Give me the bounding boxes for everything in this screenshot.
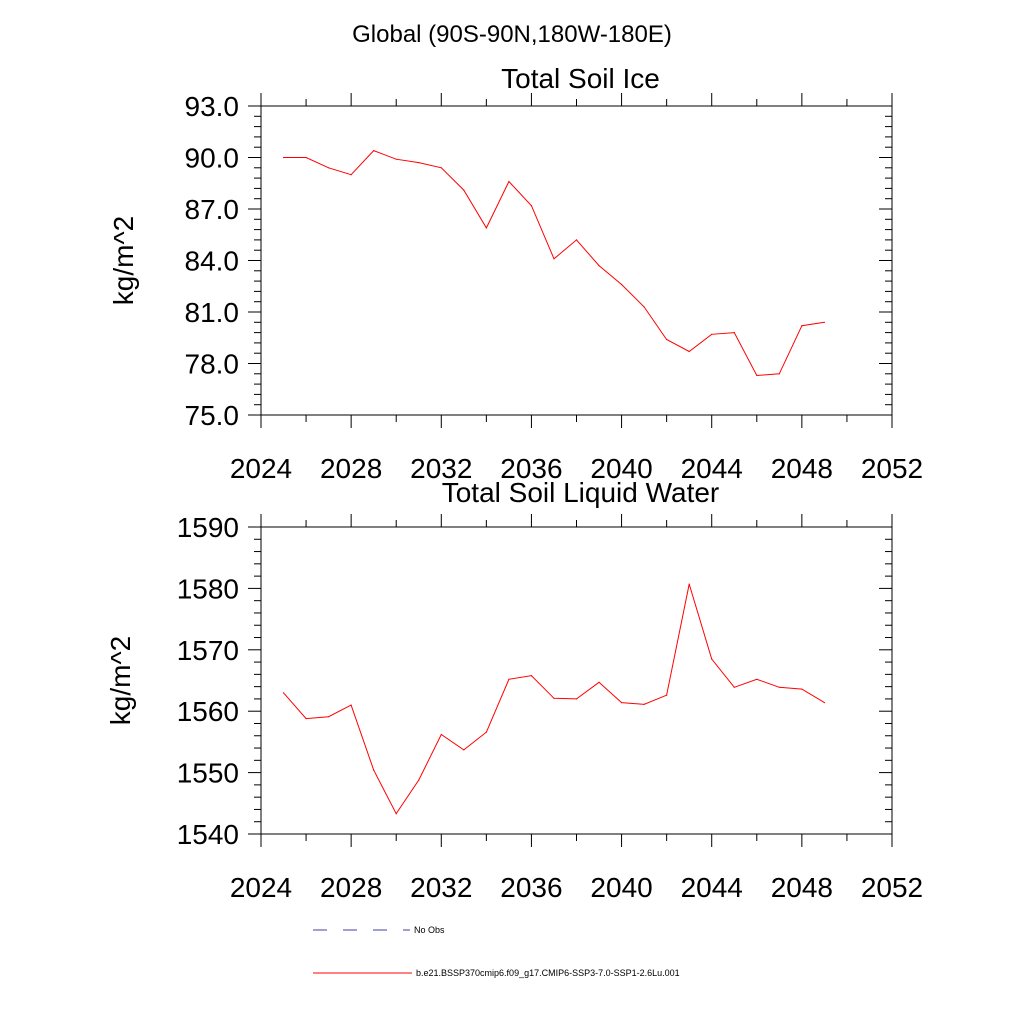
- data-point: [733, 332, 735, 334]
- page-title: Global (90S-90N,180W-180E): [352, 21, 672, 48]
- data-point: [485, 731, 487, 733]
- data-point: [350, 174, 352, 176]
- data-point: [328, 167, 330, 169]
- x-tick-label: 2048: [771, 872, 833, 903]
- legend-model-label: b.e21.BSSP370cmip6.f09_g17.CMIP6-SSP3-7.…: [416, 968, 680, 978]
- data-point: [643, 306, 645, 308]
- data-point: [508, 180, 510, 183]
- data-point: [666, 338, 668, 341]
- data-point: [305, 156, 307, 159]
- data-point: [801, 688, 803, 690]
- x-tick-label: 2028: [320, 453, 382, 484]
- data-point: [395, 158, 397, 160]
- x-tick-label: 2028: [320, 872, 382, 903]
- x-tick-label: 2040: [590, 453, 652, 484]
- y-tick-label: 90.0: [185, 143, 240, 174]
- x-tick-label: 2044: [681, 453, 743, 484]
- data-point: [621, 283, 623, 286]
- data-point: [463, 749, 465, 751]
- data-point: [778, 686, 780, 688]
- data-point: [711, 333, 713, 335]
- data-point: [643, 703, 645, 706]
- y-tick-label: 78.0: [185, 349, 240, 380]
- data-point: [733, 686, 735, 688]
- x-tick-label: 2048: [771, 453, 833, 484]
- y-tick-label: 84.0: [185, 246, 240, 277]
- data-point: [756, 374, 758, 377]
- data-point: [282, 156, 285, 159]
- x-tick-label: 2036: [500, 872, 562, 903]
- data-point: [305, 718, 307, 720]
- legend: No Obs b.e21.BSSP370cmip6.f09_g17.CMIP6-…: [313, 925, 680, 978]
- y-tick-label: 87.0: [185, 194, 240, 225]
- y-tick-label: 1570: [177, 635, 239, 666]
- data-point: [711, 658, 713, 660]
- data-point: [688, 583, 690, 585]
- data-point: [598, 681, 600, 683]
- x-tick-label: 2052: [861, 453, 923, 484]
- data-point: [508, 678, 510, 680]
- data-point: [778, 373, 780, 375]
- data-point: [373, 769, 375, 771]
- data-point: [756, 678, 758, 680]
- data-point: [440, 167, 442, 169]
- data-point: [395, 813, 397, 815]
- chart-title: Total Soil Liquid Water: [442, 477, 720, 508]
- series-line: [283, 583, 825, 815]
- data-point: [823, 321, 826, 323]
- data-point: [530, 675, 533, 677]
- chart-title: Total Soil Ice: [501, 63, 660, 94]
- data-point: [418, 162, 420, 164]
- data-point: [553, 697, 555, 699]
- y-axis-label: kg/m^2: [105, 636, 136, 725]
- y-tick-label: 1560: [177, 696, 239, 727]
- x-tick-label: 2024: [230, 872, 292, 903]
- y-tick-label: 1550: [177, 758, 239, 789]
- data-point: [666, 694, 668, 696]
- y-tick-label: 75.0: [185, 400, 240, 431]
- x-tick-label: 2032: [410, 453, 472, 484]
- x-tick-label: 2040: [590, 872, 652, 903]
- data-point: [440, 733, 442, 736]
- data-point: [621, 702, 623, 704]
- data-point: [328, 716, 330, 718]
- data-point: [485, 227, 487, 229]
- data-point: [598, 265, 600, 267]
- x-tick-label: 2032: [410, 872, 472, 903]
- x-tick-label: 2044: [681, 872, 743, 903]
- data-point: [823, 702, 826, 704]
- data-point: [575, 239, 578, 241]
- y-axis-label: kg/m^2: [108, 216, 139, 305]
- data-point: [463, 189, 465, 191]
- y-tick-label: 1580: [177, 573, 239, 604]
- x-tick-label: 2036: [500, 453, 562, 484]
- chart-panel-soil-liquid-water: Total Soil Liquid Water kg/m^2 2024 2028 203…: [105, 477, 923, 903]
- data-point: [282, 692, 285, 694]
- x-tick-label: 2052: [861, 872, 923, 903]
- y-tick-label: 1540: [177, 819, 239, 850]
- data-point: [373, 150, 375, 152]
- data-point: [350, 704, 352, 706]
- chart-panel-soil-ice: Total Soil Ice kg/m^2 2024 2028 2032 2036 2040…: [108, 63, 923, 484]
- x-tick-label: 2024: [230, 453, 292, 484]
- y-tick-label: 81.0: [185, 297, 240, 328]
- data-point: [553, 258, 555, 260]
- plot-frame: [260, 105, 893, 416]
- data-point: [575, 698, 578, 700]
- data-point: [418, 779, 420, 781]
- series-line: [283, 150, 825, 377]
- y-tick-label: 1590: [177, 512, 239, 543]
- plot-frame: [260, 526, 893, 835]
- data-point: [801, 325, 803, 327]
- y-tick-label: 93.0: [185, 91, 240, 122]
- data-point: [530, 205, 533, 207]
- data-point: [688, 350, 690, 353]
- legend-obs-label: No Obs: [414, 925, 445, 935]
